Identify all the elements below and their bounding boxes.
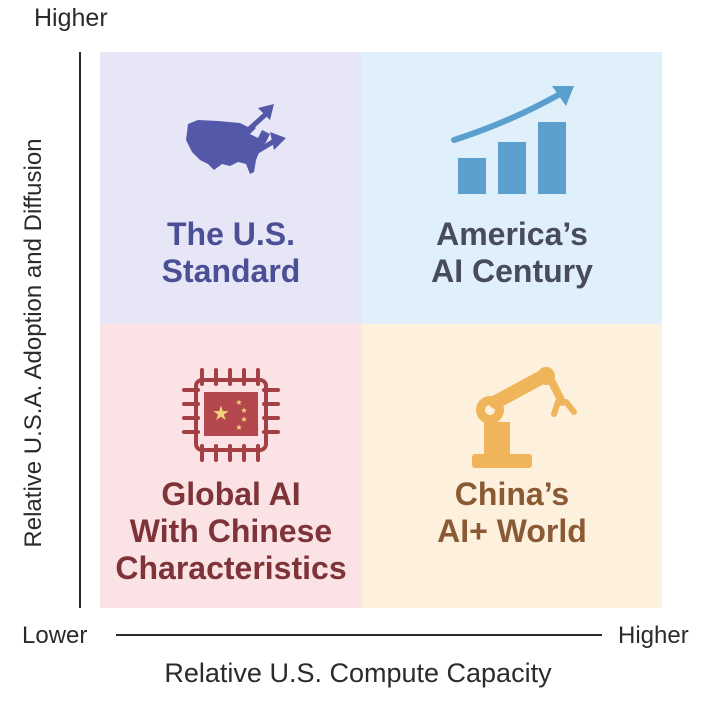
quadrant-title-line: China’s xyxy=(454,476,570,512)
quadrant-title-line: With Chinese xyxy=(129,513,333,549)
growth-bar-chart-icon xyxy=(451,86,574,194)
quadrant-title-us-standard: The U.S. Standard xyxy=(100,216,362,290)
svg-text:★: ★ xyxy=(240,415,247,424)
x-axis-title: Relative U.S. Compute Capacity xyxy=(164,658,552,688)
quadrant-title-line: America’s xyxy=(436,216,588,252)
y-axis-line xyxy=(79,52,81,608)
quadrant-title-line: AI Century xyxy=(431,253,593,289)
svg-text:★: ★ xyxy=(235,398,242,407)
quadrant-title-line: The U.S. xyxy=(166,216,295,252)
quadrant-americas-ai-century: America’s AI Century xyxy=(362,52,662,324)
x-axis-higher-label: Higher xyxy=(618,622,689,649)
x-axis-lower-label: Lower xyxy=(22,622,88,649)
x-axis-line xyxy=(116,634,602,636)
y-axis-higher-label: Higher xyxy=(34,4,108,32)
quadrant-title-line: Standard xyxy=(161,253,301,289)
quadrant-global-ai-chinese: ★ ★ ★ ★ ★ Global AI With Chinese Charact… xyxy=(100,324,362,608)
us-map-arrows-icon xyxy=(186,104,286,174)
y-axis-title: Relative U.S.A. Adoption and Diffusion xyxy=(20,138,47,548)
svg-text:★: ★ xyxy=(235,423,242,432)
quadrant-chinas-ai-world: China’s AI+ World xyxy=(362,324,662,608)
quadrant-title-line: Characteristics xyxy=(115,550,347,586)
quadrant-title-chinas-ai-world: China’s AI+ World xyxy=(362,476,662,550)
quadrant-us-standard: The U.S. Standard xyxy=(100,52,362,324)
quadrant-title-americas-ai-century: America’s AI Century xyxy=(362,216,662,290)
quadrant-title-line: AI+ World xyxy=(437,513,587,549)
quadrant-title-line: Global AI xyxy=(161,476,301,512)
quadrant-title-global-ai-chinese: Global AI With Chinese Characteristics xyxy=(100,476,362,587)
svg-text:★: ★ xyxy=(240,406,247,415)
svg-text:★: ★ xyxy=(212,401,230,425)
robot-arm-icon xyxy=(472,367,577,468)
chinese-flag-chip-icon: ★ ★ ★ ★ ★ xyxy=(182,368,280,462)
